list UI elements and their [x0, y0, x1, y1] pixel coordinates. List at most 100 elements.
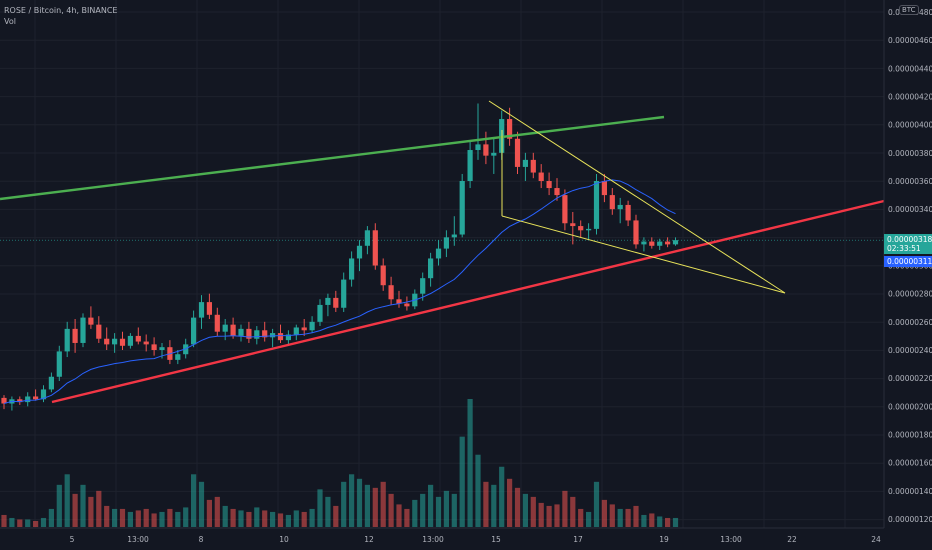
candle-body — [459, 181, 465, 235]
candle-body — [333, 297, 339, 308]
candle-body — [246, 328, 252, 339]
candle-body — [349, 258, 355, 280]
candle — [538, 164, 544, 189]
price-axis-tick: 0.00000260 — [888, 318, 932, 327]
candle-body — [48, 376, 54, 390]
currency-badge[interactable]: BTC — [899, 5, 919, 15]
candle — [25, 392, 31, 407]
candle-body — [578, 226, 584, 231]
trend-drawings[interactable] — [0, 100, 885, 404]
candle — [285, 330, 291, 345]
candle-body — [467, 150, 473, 181]
volume-bar — [617, 508, 623, 527]
volume-indicator-label[interactable]: Vol — [4, 17, 16, 26]
candle-body — [562, 195, 568, 224]
candle — [420, 272, 426, 301]
volume-bar — [40, 517, 47, 527]
volume-bar — [222, 505, 228, 527]
candle-body — [435, 248, 442, 259]
candle-body — [198, 302, 205, 318]
volume-bar — [246, 511, 252, 527]
volume-bar — [214, 496, 220, 527]
candle-body — [104, 338, 110, 345]
candle-body — [56, 351, 62, 377]
candle — [1, 395, 7, 410]
volume-bar — [349, 474, 355, 527]
volume-bar — [183, 507, 189, 527]
volume-bar — [435, 496, 442, 527]
candle — [349, 251, 355, 287]
volume-bar — [112, 508, 118, 527]
volume-bar — [33, 520, 39, 527]
candle — [546, 172, 552, 196]
price-axis-tick: 0.00000400 — [888, 121, 932, 130]
candle — [277, 324, 284, 343]
price-axis-tick: 0.00000440 — [888, 64, 932, 73]
candle-body — [428, 258, 434, 279]
candle-body — [475, 144, 481, 151]
candle-body — [254, 330, 260, 339]
candle-body — [514, 138, 521, 167]
volume-bar — [1, 514, 7, 527]
candle — [609, 188, 615, 215]
candle — [522, 152, 528, 181]
moving-average-label: 0.00000311 — [884, 256, 932, 267]
volume-bar — [443, 490, 449, 527]
candle — [56, 345, 62, 381]
candle-body — [625, 204, 631, 221]
time-axis-tick: 13:00 — [127, 535, 149, 544]
candle-body — [451, 234, 457, 238]
candle-body — [396, 299, 402, 304]
candle-body — [586, 228, 592, 231]
candle — [372, 223, 378, 270]
volume-bar — [625, 508, 631, 527]
price-axis-tick: 0.00000340 — [888, 205, 932, 214]
candle — [301, 319, 307, 336]
volume-bars — [1, 399, 679, 527]
volume-bar — [159, 511, 165, 527]
candle-body — [1, 397, 7, 404]
candle-body — [356, 245, 363, 259]
candle-body — [443, 237, 449, 249]
candle-body — [649, 241, 655, 246]
candle-body — [388, 285, 394, 300]
volume-bar — [538, 502, 544, 527]
volume-bar — [230, 508, 236, 527]
time-axis-tick: 22 — [787, 535, 797, 544]
volume-bar — [578, 508, 584, 527]
symbol-title[interactable]: ROSE / Bitcoin, 4h, BINANCE — [4, 6, 118, 15]
time-axis-tick: 5 — [70, 535, 75, 544]
candle-body — [317, 304, 323, 322]
volume-bar — [641, 514, 647, 527]
candle — [578, 220, 584, 238]
candle-body — [72, 328, 78, 343]
candle-body — [325, 297, 331, 305]
price-axis[interactable]: 0.000004800.000004600.000004400.00000420… — [888, 8, 932, 524]
volume-bar — [127, 511, 133, 527]
price-axis-tick: 0.00000420 — [888, 93, 932, 102]
time-axis-tick: 15 — [491, 535, 501, 544]
volume-bar — [309, 508, 315, 527]
candle — [309, 316, 315, 334]
candle — [206, 293, 212, 320]
price-axis-tick: 0.00000280 — [888, 290, 932, 299]
candle-body — [483, 144, 489, 156]
volume-bar — [356, 478, 363, 527]
time-axis[interactable]: 5 13:00 8 10 12 13:00 15 17 19 13:00 22 24 — [70, 535, 881, 544]
grid-lines — [0, 0, 884, 528]
candle-body — [617, 204, 623, 210]
volume-bar — [333, 505, 339, 527]
candle — [459, 173, 465, 238]
candle-body — [119, 338, 126, 346]
candle — [33, 389, 39, 401]
candle-body — [25, 396, 31, 403]
candle — [151, 337, 157, 356]
price-axis-tick: 0.00000460 — [888, 36, 932, 45]
candle — [665, 237, 671, 248]
volume-bar — [428, 484, 434, 527]
volume-bar — [412, 499, 418, 527]
candle — [341, 272, 347, 312]
candle-body — [112, 338, 118, 345]
candle — [325, 293, 331, 317]
